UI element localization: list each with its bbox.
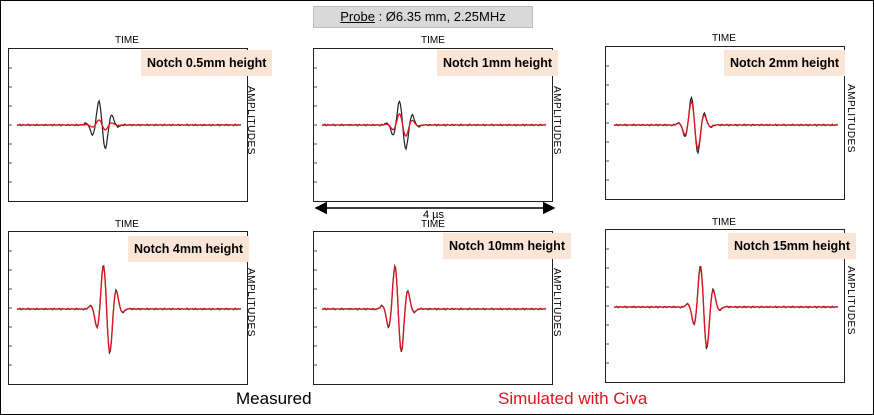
waveform-plot bbox=[314, 67, 547, 183]
probe-value: : Ø6.35 mm, 2.25MHz bbox=[378, 9, 506, 24]
simulated-waveform-line bbox=[17, 265, 241, 353]
amplitudes-label: AMPLITUDES bbox=[551, 86, 562, 155]
notch-title: Notch 15mm height bbox=[728, 233, 856, 259]
amplitudes-label: AMPLITUDES bbox=[245, 268, 256, 337]
notch-title: Notch 10mm height bbox=[443, 233, 571, 259]
time-label: TIME bbox=[712, 217, 736, 228]
waveform-plot bbox=[9, 67, 242, 183]
notch-title: Notch 1mm height bbox=[437, 50, 559, 76]
time-label: TIME bbox=[115, 35, 139, 46]
amplitudes-label: AMPLITUDES bbox=[551, 268, 562, 337]
simulated-waveform-line bbox=[614, 266, 838, 348]
amplitudes-label: AMPLITUDES bbox=[245, 86, 256, 155]
notch-title: Notch 2mm height bbox=[724, 50, 846, 76]
simulated-waveform-line bbox=[322, 264, 546, 351]
notch-title: Notch 4mm height bbox=[128, 236, 250, 262]
simulated-waveform-line bbox=[17, 119, 241, 131]
time-label: TIME bbox=[115, 219, 139, 230]
time-scale-label: 4 µs bbox=[423, 209, 445, 221]
probe-caption: Probe : Ø6.35 mm, 2.25MHz bbox=[313, 6, 533, 28]
waveform-plot bbox=[314, 250, 547, 366]
waveform-plot bbox=[606, 248, 839, 364]
waveform-plot bbox=[606, 65, 839, 181]
probe-label: Probe bbox=[340, 9, 375, 24]
time-label: TIME bbox=[712, 33, 736, 44]
waveform-plot bbox=[9, 250, 242, 366]
amplitudes-label: AMPLITUDES bbox=[845, 84, 856, 153]
legend-measured: Measured bbox=[236, 389, 312, 408]
simulated-waveform-line bbox=[614, 99, 838, 150]
time-label: TIME bbox=[421, 35, 445, 46]
legend-simulated: Simulated with Civa bbox=[498, 389, 648, 408]
time-scale-bar bbox=[314, 202, 556, 215]
notch-title: Notch 0.5mm height bbox=[141, 50, 273, 76]
amplitudes-label: AMPLITUDES bbox=[845, 266, 856, 335]
time-label: TIME bbox=[421, 219, 445, 230]
simulated-waveform-line bbox=[322, 112, 546, 138]
